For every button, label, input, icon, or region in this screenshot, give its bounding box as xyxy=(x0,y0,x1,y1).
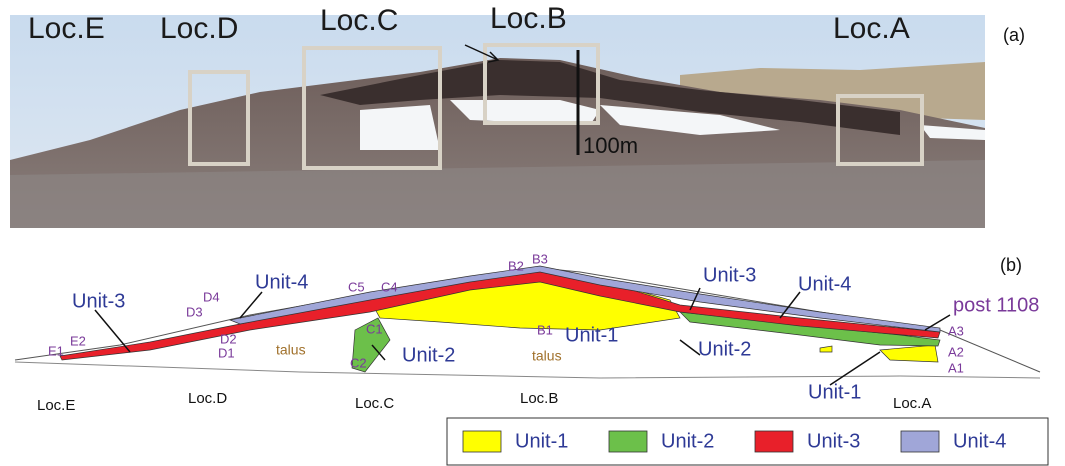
sample-point: B2 xyxy=(508,258,524,273)
sample-point: A2 xyxy=(948,344,964,359)
legend-label: Unit-1 xyxy=(515,430,568,452)
unit-label: Unit-1 xyxy=(808,381,861,403)
sample-point: A3 xyxy=(948,323,964,338)
unit-label: Unit-1 xyxy=(565,324,618,346)
location-label: Loc.C xyxy=(320,4,398,37)
diagram-panel: Unit-3 Unit-4 Unit-2 Unit-1 Unit-3 Unit-… xyxy=(15,251,1040,414)
unit-label: Unit-4 xyxy=(798,273,851,295)
sample-point: D4 xyxy=(203,289,220,304)
location-label: Loc.D xyxy=(188,390,227,407)
panel-label: (a) xyxy=(1003,25,1025,45)
location-label: Loc.D xyxy=(160,12,238,45)
unit-label: Unit-2 xyxy=(402,344,455,366)
talus-label: talus xyxy=(276,342,306,358)
legend-swatch xyxy=(609,431,647,452)
annotation: post 1108 xyxy=(953,294,1039,316)
legend-swatch xyxy=(755,431,793,452)
location-label: Loc.B xyxy=(490,2,567,35)
location-label: Loc.C xyxy=(355,395,394,412)
legend-swatch xyxy=(463,431,501,452)
sample-point: C4 xyxy=(381,279,398,294)
location-label: Loc.E xyxy=(28,12,105,45)
panel-label: (b) xyxy=(1000,255,1022,275)
legend-swatch xyxy=(901,431,939,452)
legend: Unit-1 Unit-2 Unit-3 Unit-4 xyxy=(447,418,1048,465)
legend-label: Unit-4 xyxy=(953,430,1006,452)
legend-label: Unit-3 xyxy=(807,430,860,452)
sample-point: B1 xyxy=(537,322,553,337)
location-label: Loc.E xyxy=(37,397,75,414)
sample-point: E2 xyxy=(70,333,86,348)
unit-label: Unit-3 xyxy=(72,290,125,312)
sample-point: C1 xyxy=(366,321,383,336)
location-label: Loc.A xyxy=(833,12,910,45)
sample-point: A1 xyxy=(948,360,964,375)
talus-label: talus xyxy=(532,348,562,364)
sample-point: D3 xyxy=(186,304,203,319)
photo-panel: Loc.E Loc.D Loc.C Loc.B Loc.A 100m (a) xyxy=(10,2,1025,228)
sample-point: D1 xyxy=(218,345,235,360)
unit-label: Unit-4 xyxy=(255,271,308,293)
location-label: Loc.A xyxy=(893,395,931,412)
base-line xyxy=(15,362,1040,378)
legend-label: Unit-2 xyxy=(661,430,714,452)
unit-label: Unit-2 xyxy=(698,338,751,360)
sample-point: E1 xyxy=(48,343,64,358)
figure: Loc.E Loc.D Loc.C Loc.B Loc.A 100m (a) U… xyxy=(0,0,1065,466)
unit-label: Unit-3 xyxy=(703,264,756,286)
sample-point: C2 xyxy=(350,355,367,370)
location-label: Loc.B xyxy=(520,390,558,407)
sample-point: C5 xyxy=(348,279,365,294)
sample-point: B3 xyxy=(532,251,548,266)
scale-label: 100m xyxy=(583,133,638,158)
sample-point: D2 xyxy=(220,331,237,346)
